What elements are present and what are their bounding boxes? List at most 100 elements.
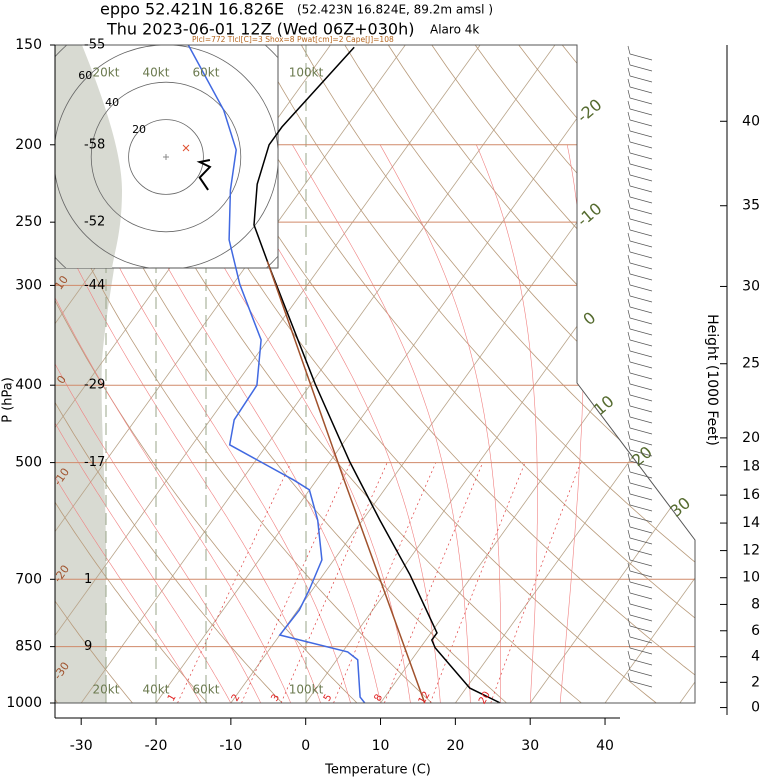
x-tick-label: 10 — [372, 738, 390, 754]
wind-barb — [627, 122, 653, 138]
wind-barb — [627, 661, 653, 677]
dry-adiabat — [126, 45, 657, 703]
wind-barb — [627, 78, 653, 94]
moist-adiabat — [156, 144, 411, 703]
wind-barb — [627, 441, 653, 457]
y-tick-label: 400 — [15, 377, 42, 393]
dry-adiabat — [170, 45, 695, 703]
speed-label: 40kt — [143, 683, 170, 697]
dry-adiabat — [55, 45, 208, 703]
level-temperature: -29 — [84, 378, 105, 393]
wind-barb — [627, 89, 653, 105]
mixing-ratio-line — [241, 462, 351, 703]
y2-tick-label: 35 — [742, 198, 760, 214]
ring-label: 60 — [78, 69, 92, 82]
dry-adiabat — [55, 45, 507, 703]
wind-barb — [627, 254, 653, 270]
mixing-ratio-label: 3 — [269, 692, 282, 703]
wind-barb — [627, 342, 653, 358]
isotherm-label: -10 — [573, 199, 605, 230]
wind-barb — [627, 67, 653, 83]
dry-adiabat — [55, 45, 283, 703]
moist-adiabat — [218, 144, 441, 703]
speed-label: 100kt — [289, 66, 324, 80]
y-tick-label: 150 — [15, 37, 42, 53]
y2-tick-label: 18 — [742, 459, 760, 475]
wind-barb — [627, 177, 653, 193]
y-axis-title: P (hPa) — [1, 377, 16, 423]
axes: 1 2 3 5 8 12 2020kt20kt40kt40kt60kt60kt100kt10… — [6, 37, 760, 754]
profile-line — [253, 46, 501, 704]
y2-tick-label: 4 — [751, 649, 760, 665]
wind-barb — [627, 353, 653, 369]
wind-barb — [627, 639, 653, 655]
wind-barb — [627, 298, 653, 314]
wind-barb — [627, 584, 653, 600]
moist-adiabat — [60, 144, 351, 703]
wind-barb — [627, 133, 653, 149]
wind-barb — [627, 276, 653, 292]
profile-line — [266, 261, 426, 704]
model: Alaro 4k — [430, 23, 479, 37]
isotherm-grid-line — [155, 45, 631, 703]
mixing-ratio-line — [177, 462, 292, 703]
wind-barb — [627, 419, 653, 435]
x-tick-label: -30 — [70, 738, 93, 754]
x-tick-label: -10 — [219, 738, 242, 754]
y2-tick-label: 30 — [742, 278, 760, 294]
y2-tick-label: 12 — [742, 543, 760, 559]
wind-barb — [627, 221, 653, 237]
speed-label: 40kt — [143, 66, 170, 80]
level-temperature: 9 — [84, 639, 92, 654]
moist-adiabat — [104, 144, 381, 703]
wind-barb — [627, 430, 653, 446]
indices: Plcl=772 Tlcl[C]=3 Shox=8 Pwat[cm]=2 Cap… — [192, 35, 394, 44]
center-mark — [163, 154, 169, 160]
dry-adiabat — [344, 45, 695, 703]
dry-adiabat — [213, 45, 695, 703]
speed-label: 20kt — [93, 66, 120, 80]
wind-barb — [627, 199, 653, 215]
dry-adiabat — [561, 45, 695, 703]
mixing-ratio-line — [429, 462, 526, 703]
dry-adiabat — [55, 45, 433, 703]
station: eppo 52.421N 16.826E — [100, 0, 284, 19]
isotherm-label: 30 — [666, 493, 694, 521]
hodograph: 20 40 60 — [54, 44, 279, 269]
wind-barb — [627, 375, 653, 391]
wind-barb — [627, 331, 653, 347]
y-tick-label: 850 — [15, 639, 42, 655]
wind-barb — [627, 166, 653, 182]
level-temperature: -44 — [84, 278, 105, 293]
x-tick-label: 30 — [521, 738, 539, 754]
y-tick-label: 200 — [15, 137, 42, 153]
y-tick-label: 500 — [15, 455, 42, 471]
wind-barb — [627, 452, 653, 468]
wind-barb — [627, 595, 653, 611]
storm-mark — [182, 144, 190, 152]
y-tick-label: 700 — [15, 571, 42, 587]
level-temperature: -52 — [84, 215, 105, 230]
wind-barb — [627, 287, 653, 303]
shaded-area — [55, 45, 122, 268]
wind-barb — [627, 496, 653, 512]
wind-barb — [627, 56, 653, 72]
level-temperature: -58 — [84, 137, 105, 152]
y2-tick-label: 8 — [751, 596, 760, 612]
wind-barb — [627, 309, 653, 325]
wind-barb — [627, 408, 653, 424]
wind-barb — [627, 650, 653, 666]
wind-barb — [627, 265, 653, 281]
wind-barb — [627, 364, 653, 380]
y2-tick-label: 25 — [742, 356, 760, 372]
y2-tick-label: 0 — [751, 700, 760, 716]
y2-tick-label: 6 — [751, 623, 760, 639]
moist-adiabat — [559, 144, 585, 703]
wind-barb — [627, 628, 653, 644]
coords: (52.423N 16.824E, 89.2m amsl ) — [297, 3, 493, 17]
hodograph-trace — [196, 159, 212, 191]
isotherm-label: -20 — [573, 95, 605, 126]
wind-barb — [627, 155, 653, 171]
y-tick-label: 300 — [15, 277, 42, 293]
